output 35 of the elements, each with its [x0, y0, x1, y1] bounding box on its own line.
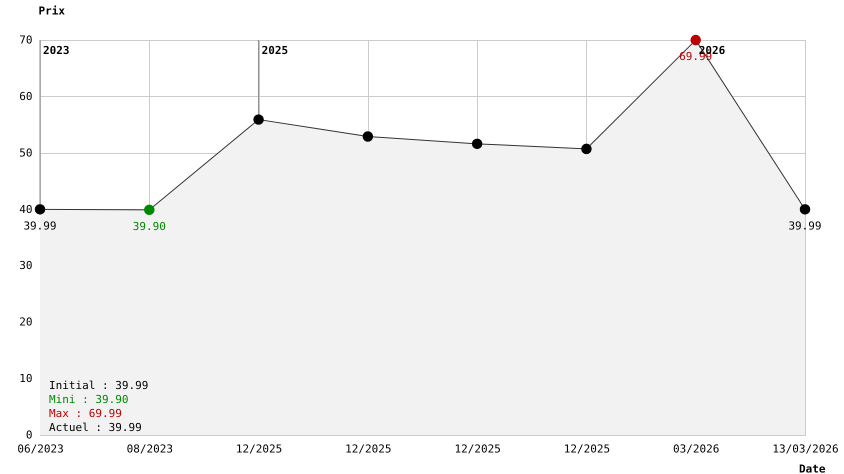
x-tick-label: 06/2023 [17, 442, 64, 456]
x-tick-label: 03/2026 [673, 442, 720, 456]
x-axis-title: Date [799, 462, 826, 474]
ref-line-label: 2023 [43, 44, 70, 57]
point [34, 204, 46, 215]
x-tick-label: 13/03/2026 [772, 442, 839, 456]
point [362, 131, 374, 142]
annotation: Mini : 39.90 [49, 393, 128, 406]
y-tick-label: 0 [26, 428, 32, 442]
x-tick-label: 12/2025 [454, 442, 501, 456]
y-tick-label: 50 [19, 146, 32, 160]
x-tick-label: 08/2023 [126, 442, 173, 456]
x-tick-label: 12/2025 [236, 442, 282, 456]
ref-line-label: 2025 [262, 44, 288, 57]
x-tick-label: 12/2025 [345, 442, 392, 456]
annotation: Actuel : 39.99 [49, 421, 142, 434]
point [581, 144, 592, 154]
y-tick-label: 70 [19, 34, 32, 46]
point [144, 204, 155, 216]
data-label: 39.99 [23, 219, 57, 232]
y-tick-label: 10 [19, 372, 32, 386]
y-tick-label: 60 [19, 90, 32, 103]
annotation: Initial : 39.99 [49, 379, 148, 392]
data-label: 39.99 [788, 219, 822, 232]
point [690, 34, 701, 46]
y-axis-title: Prix [38, 4, 66, 18]
y-tick-label: 30 [19, 259, 32, 272]
data-label: 39.90 [132, 220, 166, 233]
y-tick-label: 40 [19, 202, 32, 216]
x-tick-label: 12/2025 [564, 442, 610, 456]
annotation: Max : 69.99 [49, 407, 122, 420]
y-tick-label: 20 [19, 316, 32, 329]
point [800, 204, 810, 215]
point [472, 138, 482, 150]
point [253, 114, 264, 125]
